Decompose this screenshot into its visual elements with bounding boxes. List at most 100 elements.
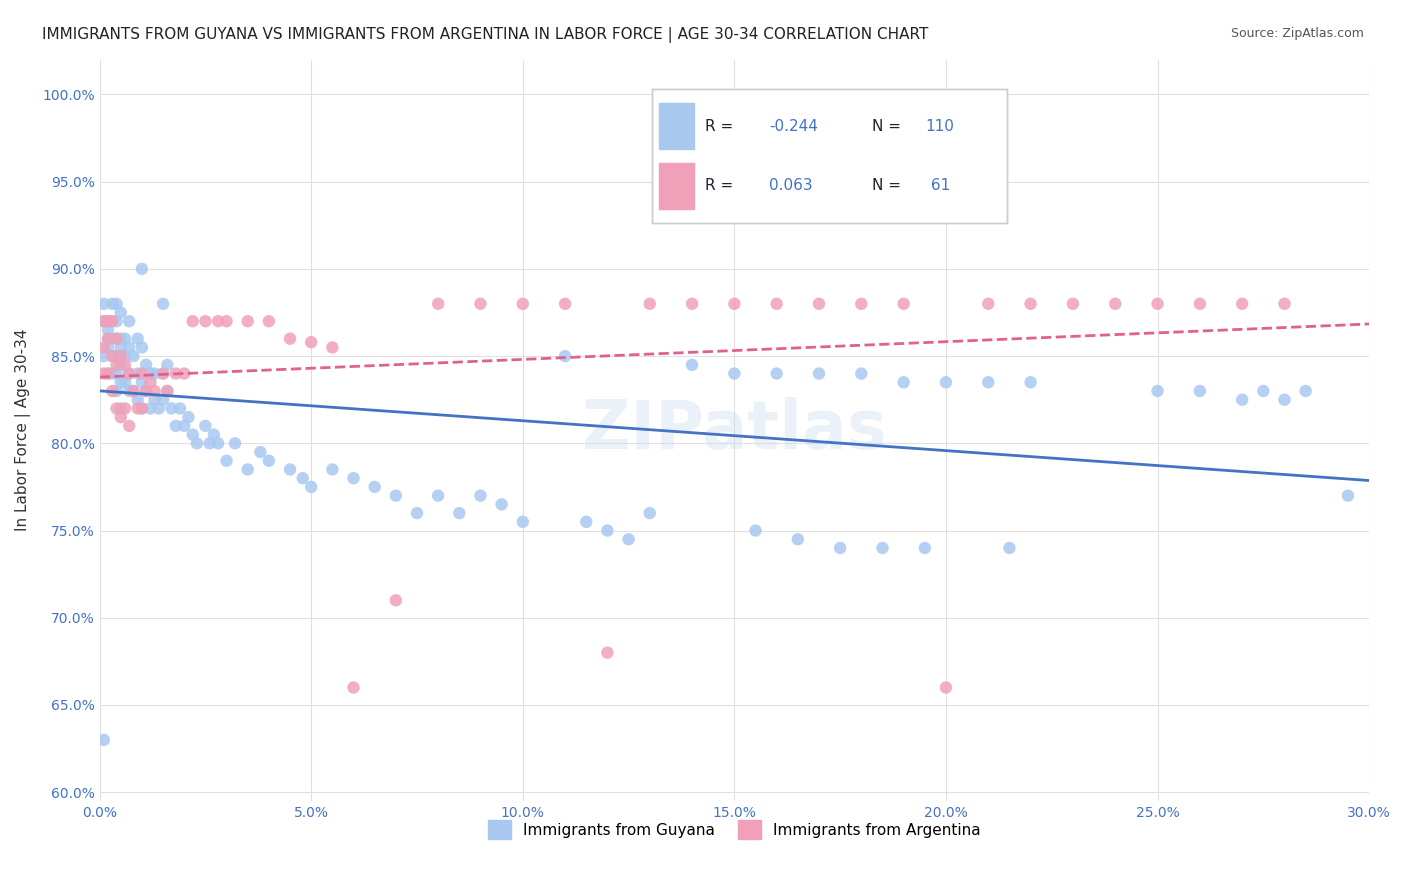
Point bbox=[596, 646, 619, 660]
Point bbox=[723, 367, 745, 381]
Point bbox=[143, 367, 166, 381]
Y-axis label: In Labor Force | Age 30-34: In Labor Force | Age 30-34 bbox=[15, 329, 31, 532]
Point bbox=[638, 297, 661, 311]
Point bbox=[765, 297, 787, 311]
Point bbox=[152, 297, 174, 311]
Point bbox=[110, 376, 132, 390]
Point bbox=[342, 681, 364, 695]
Point bbox=[1274, 392, 1296, 407]
Point bbox=[186, 436, 208, 450]
Point bbox=[97, 323, 120, 337]
Point bbox=[224, 436, 246, 450]
Point bbox=[148, 401, 170, 416]
Point bbox=[101, 384, 124, 398]
Point bbox=[1295, 384, 1317, 398]
Point bbox=[97, 367, 120, 381]
Point bbox=[278, 332, 301, 346]
Point bbox=[131, 401, 153, 416]
Point bbox=[105, 367, 128, 381]
Point bbox=[872, 541, 894, 555]
Point bbox=[406, 506, 429, 520]
Point bbox=[173, 418, 195, 433]
Point bbox=[638, 506, 661, 520]
Point bbox=[114, 401, 136, 416]
Point bbox=[596, 524, 619, 538]
Point bbox=[851, 367, 873, 381]
Point bbox=[131, 340, 153, 354]
Point bbox=[105, 384, 128, 398]
Point bbox=[105, 349, 128, 363]
Point bbox=[207, 436, 229, 450]
Point bbox=[122, 349, 145, 363]
Point bbox=[118, 314, 141, 328]
Point bbox=[105, 401, 128, 416]
Point bbox=[97, 314, 120, 328]
Point bbox=[105, 358, 128, 372]
Point bbox=[1019, 376, 1042, 390]
Point bbox=[127, 401, 149, 416]
Point bbox=[118, 367, 141, 381]
Point bbox=[342, 471, 364, 485]
Point bbox=[127, 367, 149, 381]
Point bbox=[135, 384, 157, 398]
Point bbox=[194, 314, 217, 328]
Point bbox=[470, 489, 492, 503]
Point bbox=[1253, 384, 1275, 398]
Point bbox=[110, 349, 132, 363]
Point bbox=[181, 427, 204, 442]
Point bbox=[385, 489, 408, 503]
Point bbox=[122, 384, 145, 398]
Point bbox=[808, 297, 831, 311]
Point bbox=[143, 384, 166, 398]
Point bbox=[998, 541, 1021, 555]
Point bbox=[786, 533, 808, 547]
Point bbox=[101, 297, 124, 311]
Point bbox=[131, 367, 153, 381]
Point bbox=[830, 541, 852, 555]
Point bbox=[165, 418, 187, 433]
Point bbox=[156, 384, 179, 398]
Point bbox=[97, 332, 120, 346]
Point bbox=[1062, 297, 1084, 311]
Point bbox=[165, 367, 187, 381]
Point bbox=[93, 349, 115, 363]
Point bbox=[131, 261, 153, 276]
Point bbox=[139, 367, 162, 381]
Point bbox=[118, 340, 141, 354]
Point bbox=[110, 358, 132, 372]
Point bbox=[118, 367, 141, 381]
Point bbox=[93, 314, 115, 328]
Point bbox=[101, 314, 124, 328]
Point bbox=[681, 358, 703, 372]
Point bbox=[105, 332, 128, 346]
Point bbox=[101, 367, 124, 381]
Point bbox=[105, 314, 128, 328]
Point bbox=[105, 297, 128, 311]
Point bbox=[101, 349, 124, 363]
Point bbox=[114, 349, 136, 363]
Point bbox=[1104, 297, 1126, 311]
Point bbox=[321, 462, 343, 476]
Point bbox=[114, 332, 136, 346]
Point bbox=[512, 297, 534, 311]
Point bbox=[152, 367, 174, 381]
Point bbox=[617, 533, 640, 547]
Text: IMMIGRANTS FROM GUYANA VS IMMIGRANTS FROM ARGENTINA IN LABOR FORCE | AGE 30-34 C: IMMIGRANTS FROM GUYANA VS IMMIGRANTS FRO… bbox=[42, 27, 928, 43]
Point bbox=[114, 376, 136, 390]
Point bbox=[139, 401, 162, 416]
Point bbox=[249, 445, 271, 459]
Point bbox=[808, 367, 831, 381]
Point bbox=[1230, 392, 1253, 407]
Point bbox=[257, 314, 280, 328]
Point bbox=[554, 297, 576, 311]
Point bbox=[207, 314, 229, 328]
Point bbox=[110, 332, 132, 346]
Point bbox=[744, 524, 766, 538]
Point bbox=[173, 367, 195, 381]
Point bbox=[181, 314, 204, 328]
Point bbox=[93, 340, 115, 354]
Point bbox=[118, 384, 141, 398]
Point bbox=[118, 418, 141, 433]
Point bbox=[765, 367, 787, 381]
Point bbox=[110, 340, 132, 354]
